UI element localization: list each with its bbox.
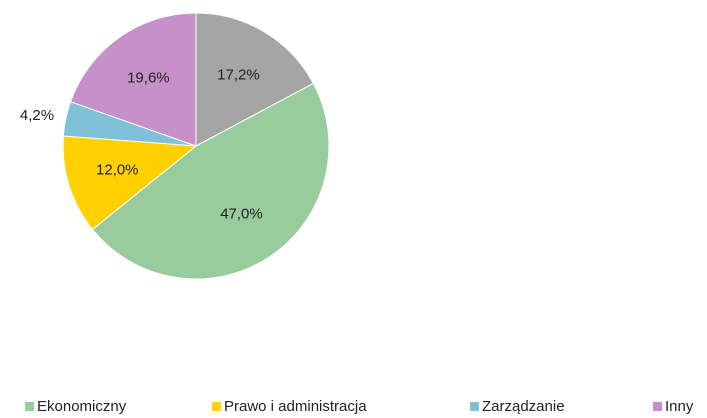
pie-slice <box>62 135 198 231</box>
pie-slice <box>69 12 197 147</box>
data-label: 12,0% <box>96 161 139 178</box>
data-label: 17,2% <box>217 66 260 83</box>
data-label: 47,0% <box>220 206 263 223</box>
legend-swatch <box>212 402 221 411</box>
data-label: 4,2% <box>20 107 54 124</box>
pie-slice <box>195 12 315 147</box>
data-label: 19,6% <box>127 70 170 87</box>
legend-label: Inny <box>665 398 694 415</box>
legend-swatch <box>470 402 479 411</box>
legend-swatch <box>25 402 34 411</box>
pie-slice <box>91 82 330 280</box>
legend-swatch <box>653 402 662 411</box>
legend-label: Prawo i administracja <box>224 398 367 415</box>
legend-label: Zarządzanie <box>482 398 565 415</box>
legend-label: Ekonomiczny <box>37 398 127 415</box>
